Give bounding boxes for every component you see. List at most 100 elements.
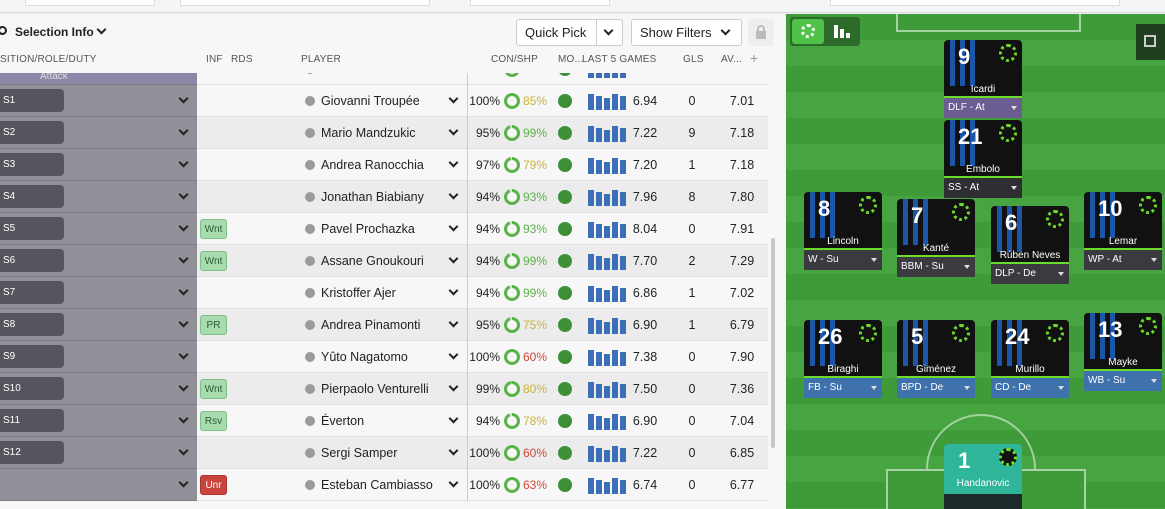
role-duty[interactable]: SS - At [944, 178, 1022, 198]
tab[interactable] [25, 0, 155, 6]
chevron[interactable] [448, 317, 459, 328]
column-header[interactable]: LAST 5 GAMES [582, 54, 657, 65]
player-name[interactable]: Mario Mandzukic [321, 126, 416, 140]
chevron[interactable] [448, 221, 459, 232]
column-header[interactable]: GLS [683, 54, 704, 65]
chevron[interactable] [448, 125, 459, 136]
role-duty[interactable]: DLP - De [991, 264, 1069, 284]
condition-bar [897, 255, 975, 258]
chevron[interactable] [448, 253, 459, 264]
player-name[interactable]: Andrea Ranocchia [321, 158, 424, 172]
player-name[interactable]: Giovanni Troupée [321, 94, 420, 108]
role-duty[interactable]: WB - Su [1084, 371, 1162, 391]
form-bar [588, 222, 594, 238]
player-name[interactable]: Pavel Prochazka [321, 222, 415, 236]
player-row[interactable]: S9 Yûto Nagatomo 100% 60% 7.38 0 7.90 [0, 341, 768, 373]
chevron[interactable] [448, 445, 459, 456]
player-card[interactable]: 9 Icardi DLF - At [944, 40, 1022, 118]
role-duty[interactable]: WP - At [1084, 250, 1162, 270]
player-card[interactable]: 7 Kanté BBM - Su [897, 199, 975, 277]
chevron[interactable] [448, 413, 459, 424]
player-card[interactable]: 1 Handanovic [944, 444, 1022, 509]
condition-bar [804, 248, 882, 251]
player-card[interactable]: 10 Lemar WP - At [1084, 192, 1162, 270]
quick-pick-button[interactable]: Quick Pick [516, 19, 623, 46]
role-duty[interactable]: BPD - De [897, 378, 975, 398]
tab[interactable] [470, 0, 610, 6]
player-name[interactable]: Assane Gnoukouri [321, 254, 424, 268]
chevron[interactable] [96, 24, 107, 35]
player-row[interactable]: Mauro Icardi 95% 99% 7.20 8 7.44 Attack [0, 73, 768, 85]
scrollbar[interactable] [771, 238, 775, 448]
player-name[interactable]: Éverton [321, 414, 365, 428]
condition: 100% [469, 350, 500, 364]
player-row[interactable]: S4 Jonathan Biabiany 94% 93% 7.96 8 7.80 [0, 181, 768, 213]
column-header[interactable]: RDS [231, 54, 253, 65]
chevron[interactable] [448, 477, 459, 488]
show-filters-button[interactable]: Show Filters [631, 19, 742, 46]
player-row[interactable]: S11 Rsv Éverton 94% 78% 6.90 0 7.04 [0, 405, 768, 437]
player-row[interactable]: S7 Kristoffer Ajer 94% 99% 6.86 1 7.02 [0, 277, 768, 309]
player-name[interactable]: Kristoffer Ajer [321, 286, 396, 300]
panel-title[interactable]: Selection Info [15, 25, 94, 39]
column-header[interactable]: AV... [721, 54, 743, 65]
player-card[interactable]: 5 Giménez BPD - De [897, 320, 975, 398]
role-duty[interactable]: W - Su [804, 250, 882, 270]
player-name[interactable]: Jonathan Biabiany [321, 190, 424, 204]
player-name[interactable]: Esteban Cambiasso [321, 478, 433, 492]
condition: 94% [475, 222, 500, 236]
player-row[interactable]: S8 PR Andrea Pinamonti 95% 75% 6.90 1 6.79 [0, 309, 768, 341]
add-column[interactable]: + [750, 50, 759, 66]
role-duty[interactable]: DLF - At [944, 98, 1022, 118]
player-card[interactable]: 6 Rúben Neves DLP - De [991, 206, 1069, 284]
player-name[interactable]: Yûto Nagatomo [321, 350, 408, 364]
player-row[interactable]: S5 Wnt Pavel Prochazka 94% 93% 8.04 0 7.91 [0, 213, 768, 245]
side-tab[interactable] [1136, 24, 1165, 60]
tab[interactable] [180, 0, 430, 6]
player-card[interactable]: 13 Mayke WB - Su [1084, 313, 1162, 391]
player-card[interactable]: 21 Embolo SS - At [944, 120, 1022, 198]
player-row[interactable]: S10 Wnt Pierpaolo Venturelli 99% 80% 7.50 0 7.3… [0, 373, 768, 405]
chevron[interactable] [448, 157, 459, 168]
lock-button[interactable] [748, 19, 774, 46]
player-card[interactable]: 26 Biraghi FB - Su [804, 320, 882, 398]
tab[interactable] [830, 0, 1120, 6]
player-row[interactable]: S1 Giovanni Troupée 100% 85% 6.94 0 7.01 [0, 85, 768, 117]
average: 6.85 [729, 446, 755, 460]
position-label: S10 [0, 377, 64, 400]
column-header[interactable]: SITION/ROLE/DUTY [0, 54, 97, 65]
info-icon [305, 128, 315, 138]
column-header[interactable]: CON/SHP [491, 54, 538, 65]
player-row[interactable]: Unr Esteban Cambiasso 100% 63% 6.74 0 6.77 [0, 469, 768, 501]
inf-badge: Unr [200, 475, 227, 495]
chevron[interactable] [448, 381, 459, 392]
player-card[interactable]: 24 Murillo CD - De [991, 320, 1069, 398]
role-duty[interactable]: CD - De [991, 378, 1069, 398]
position-cell[interactable] [0, 469, 197, 501]
role-duty[interactable]: BBM - Su [897, 257, 975, 277]
player-row[interactable]: S12 Sergi Samper 100% 60% 7.22 0 6.85 [0, 437, 768, 469]
player-card[interactable]: 8 Lincoln W - Su [804, 192, 882, 270]
chevron[interactable] [448, 349, 459, 360]
chevron[interactable] [448, 285, 459, 296]
column-header[interactable]: INF [206, 54, 223, 65]
column-header[interactable]: MO... [558, 54, 584, 65]
duty-label: Attack [40, 73, 68, 82]
role-duty[interactable]: FB - Su [804, 378, 882, 398]
stats-view-button[interactable] [834, 25, 838, 38]
player-name[interactable]: Andrea Pinamonti [321, 318, 421, 332]
chevron[interactable] [448, 93, 459, 104]
form-bar [612, 73, 618, 78]
player-name[interactable]: Pierpaolo Venturelli [321, 382, 429, 396]
player-row[interactable]: S2 Mario Mandzukic 95% 99% 7.22 9 7.18 [0, 117, 768, 149]
player-name[interactable]: Sergi Samper [321, 446, 398, 460]
chevron[interactable] [448, 189, 459, 200]
player-row[interactable]: S6 Wnt Assane Gnoukouri 94% 99% 7.70 2 7.29 [0, 245, 768, 277]
goals: 2 [688, 254, 696, 268]
position-cell[interactable] [0, 73, 197, 85]
form-bar [604, 322, 610, 334]
player-row[interactable]: S3 Andrea Ranocchia 97% 79% 7.20 1 7.18 [0, 149, 768, 181]
pitch-view-button[interactable] [792, 19, 824, 44]
column-header[interactable]: PLAYER [301, 54, 341, 65]
player-name[interactable]: Mauro Icardi [321, 73, 390, 85]
